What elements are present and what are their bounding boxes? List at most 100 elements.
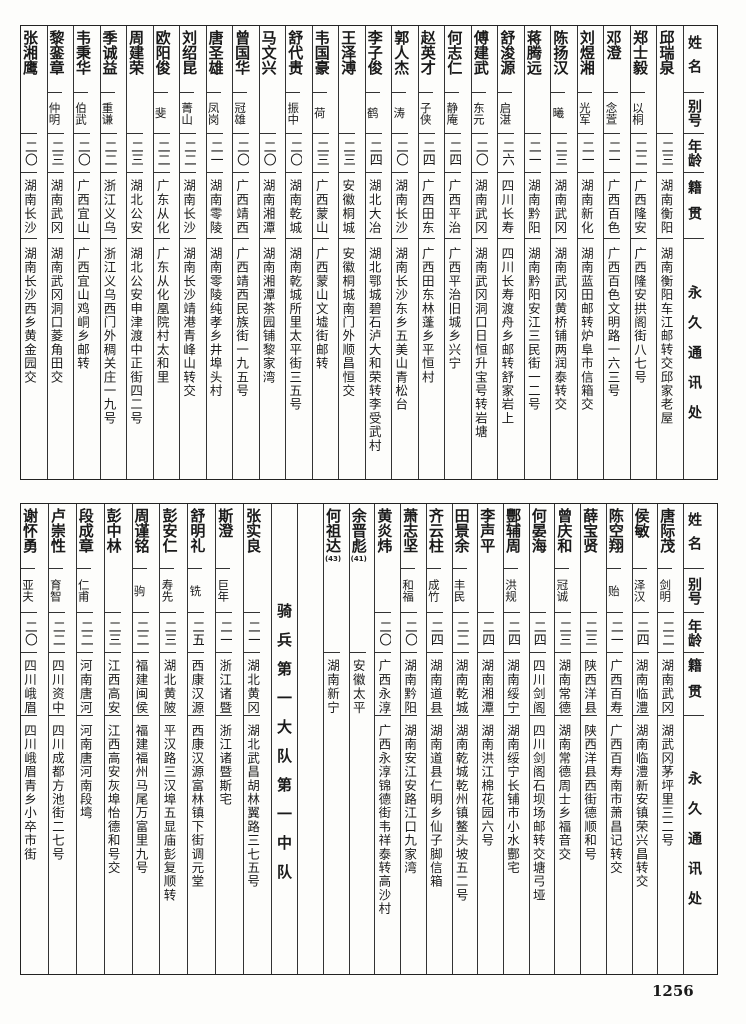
native-text: 西康汉源 bbox=[189, 659, 205, 715]
name-text: 韦秉华 bbox=[74, 30, 93, 75]
name-cell: 马文兴 bbox=[260, 25, 278, 92]
alias-cell: 以桐 bbox=[630, 92, 645, 133]
name-text: 李声平 bbox=[478, 508, 497, 553]
native-text: 湖南湘潭 bbox=[479, 659, 495, 715]
alias-cell: 念萱 bbox=[604, 92, 619, 133]
age-text: 二四 bbox=[419, 140, 435, 166]
name-text: 彭安仁 bbox=[160, 508, 179, 553]
bottom-header-column: 姓名 别号 年龄 籍贯 永久通讯处 bbox=[683, 503, 718, 975]
name-cell: 王泽溥 bbox=[339, 25, 357, 92]
native-cell: 广西平治 bbox=[445, 172, 462, 238]
name-cell: 舒代贵 bbox=[286, 25, 304, 92]
age-cell: 二二 bbox=[76, 612, 93, 652]
alias-text: 鹤 bbox=[365, 107, 380, 119]
alias-text: 巨年 bbox=[216, 579, 231, 602]
native-text: 四川剑阁 bbox=[530, 659, 546, 715]
name-text: 季诚益 bbox=[100, 30, 119, 75]
age-text: 二三 bbox=[552, 140, 568, 166]
address-cell: 四川剑阁石坝场邮转交塘弓垭 bbox=[529, 715, 546, 975]
person-column: 舒浚源 启湛 二六 四川长寿 四川长寿渡舟乡邮转舒家岩上 bbox=[497, 25, 524, 480]
native-cell: 广西百色 bbox=[604, 172, 621, 238]
age-text: 二一 bbox=[578, 140, 594, 166]
age-text: 二二 bbox=[77, 619, 93, 646]
address-cell: 湖南长沙靖港青峰山转交 bbox=[180, 238, 197, 480]
name-text: 刘煜湘 bbox=[577, 30, 596, 75]
native-cell: 广西田东 bbox=[418, 172, 435, 238]
native-text: 广西田东 bbox=[419, 179, 435, 235]
person-column: 周建荣 二三 湖北公安 湖北公安申津渡中正街四二号 bbox=[126, 25, 153, 480]
age-cell: 二四 bbox=[445, 133, 462, 172]
age-text: 二三 bbox=[128, 140, 144, 166]
native-text: 广东从化 bbox=[154, 179, 170, 235]
name-cell: 韦秉华 bbox=[74, 25, 92, 92]
alias-cell: 子侠 bbox=[418, 92, 433, 133]
address-cell: 广西隆安拱阁街八七号 bbox=[630, 238, 647, 480]
age-text: 二四 bbox=[505, 619, 520, 646]
name-cell: 唐圣雄 bbox=[207, 25, 225, 92]
native-text: 广西永淳 bbox=[376, 659, 392, 715]
alias-text: 以桐 bbox=[630, 101, 645, 125]
native-cell: 广东从化 bbox=[153, 172, 170, 238]
person-column: 何祖达 (43) 湖南新宁 bbox=[323, 503, 349, 975]
unit-column: 骑兵第一大队第一中队 bbox=[271, 503, 297, 975]
person-column: 刘绍昆 菁山 二二 湖南长沙 湖南长沙靖港青峰山转交 bbox=[179, 25, 206, 480]
person-column: 舒明礼铣二五 西康汉源 西康汉源富林镇下街调元堂 bbox=[187, 503, 215, 975]
native-text: 湖南长沙 bbox=[22, 179, 37, 235]
alias-cell: 冠雄 bbox=[233, 92, 248, 133]
name-cell: 蒋腾远 bbox=[525, 25, 543, 92]
native-cell: 湖南新化 bbox=[577, 172, 594, 238]
name-text: 田景余 bbox=[452, 508, 471, 553]
alias-text: 仲明 bbox=[47, 101, 62, 125]
address-cell: 西康汉源富林镇下街调元堂 bbox=[188, 715, 205, 975]
native-cell: 湖南湘潭 bbox=[259, 172, 276, 238]
person-column: 郑士毅 以桐 二二 广西隆安 广西隆安拱阁街八七号 bbox=[629, 25, 657, 480]
alias-cell: 巨年 bbox=[216, 568, 231, 612]
address-text: 浙江义乌西门外稠关庄一九号 bbox=[101, 247, 117, 426]
address-text: 安徽桐城南门外顺昌恒交 bbox=[340, 247, 356, 398]
age-cell: 二三 bbox=[339, 133, 356, 172]
person-column: 斯澄 巨年 二一 浙江诸暨 浙江诸暨斯宅 bbox=[215, 503, 243, 975]
age-cell: 二一 bbox=[524, 133, 541, 172]
address-cell: 河南唐河南段塆 bbox=[76, 715, 93, 975]
name-cell: 舒浚源 bbox=[498, 25, 516, 92]
person-column: 马文兴 二〇 湖南湘潭 湖南湘潭茶园铺黎家湾 bbox=[258, 25, 286, 480]
address-text: 广西隆安拱阁街八七号 bbox=[631, 247, 647, 384]
footnote-marker: (43) bbox=[324, 555, 342, 563]
name-cell: 薛宝贤 bbox=[581, 503, 599, 568]
name-cell: 黄炎炜 bbox=[375, 503, 393, 568]
address-text: 广西百寿南市萧昌记转交 bbox=[607, 724, 623, 875]
native-cell: 湖南武冈 bbox=[551, 172, 568, 238]
name-text: 陈空翔 bbox=[606, 508, 625, 553]
address-text: 陕西洋县西街德顺和号 bbox=[582, 724, 598, 861]
age-cell: 二四 bbox=[478, 612, 495, 652]
native-cell: 陕西洋县 bbox=[581, 652, 598, 715]
alias-cell: 贻 bbox=[606, 568, 621, 612]
address-text: 浙江诸暨斯宅 bbox=[217, 724, 233, 807]
person-column: 齐云柱 成竹 二四 湖南道县 湖南道县仁明乡仙子脚信箱 bbox=[425, 503, 452, 975]
name-text: 段成章 bbox=[76, 508, 95, 553]
name-text: 黄炎炜 bbox=[375, 508, 394, 553]
age-text: 二一 bbox=[207, 140, 223, 166]
native-text: 浙江诸暨 bbox=[217, 659, 233, 715]
address-text: 湖南武冈洞口日恒升宝号转岩塘 bbox=[472, 247, 488, 439]
person-column: 黄炎炜 二〇 广西永淳 广西永淳锦德街韦祥泰转高沙村 bbox=[374, 503, 400, 975]
name-text: 韦国豪 bbox=[312, 30, 331, 75]
address-text: 湖南武冈洞口菱角田交 bbox=[48, 247, 64, 384]
native-cell: 湖南衡阳 bbox=[657, 172, 674, 238]
native-text: 广西蒙山 bbox=[313, 179, 329, 235]
alias-text: 静庵 bbox=[445, 101, 460, 125]
name-cell: 刘煜湘 bbox=[578, 25, 596, 92]
age-text: 二一 bbox=[217, 619, 233, 646]
age-text: 二〇 bbox=[22, 140, 37, 166]
name-text: 舒浚源 bbox=[498, 30, 517, 75]
age-text: 二四 bbox=[366, 140, 382, 166]
person-column: 舒代贵 振中 二〇 湖南乾城 湖南乾城所里太平街三五号 bbox=[285, 25, 312, 480]
alias-cell: 剑明 bbox=[658, 568, 673, 612]
alias-text: 启湛 bbox=[498, 101, 513, 125]
native-text: 湖南武冈 bbox=[552, 179, 568, 235]
address-cell: 湖南绥宁长铺市小水酆宅 bbox=[504, 715, 520, 975]
alias-text: 子侠 bbox=[418, 101, 433, 125]
address-text: 广东从化凰院村太和里 bbox=[154, 247, 170, 384]
name-text: 郑士毅 bbox=[630, 30, 649, 75]
age-text: 二三 bbox=[48, 140, 64, 166]
